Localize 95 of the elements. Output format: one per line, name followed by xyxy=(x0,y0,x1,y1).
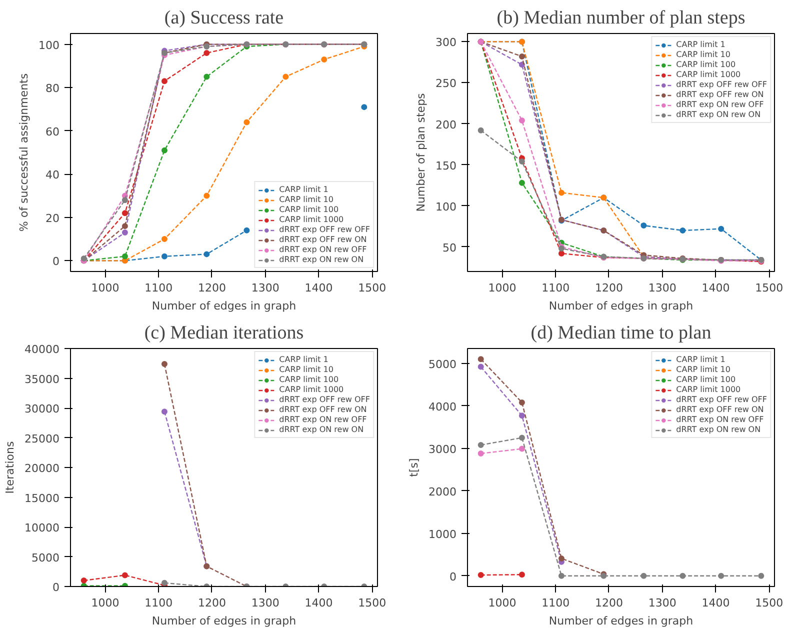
chart-title: (a) Success rate xyxy=(164,8,284,28)
x-tick-label: 1400 xyxy=(304,282,333,294)
y-axis-title: Iterations xyxy=(4,441,17,494)
legend-label: dRRT exp OFF rew OFF xyxy=(279,225,370,234)
y-tick-label: 100 xyxy=(38,38,60,52)
x-axis-title: Number of edges in graph xyxy=(152,614,296,628)
y-tick-label: 100 xyxy=(436,200,457,214)
x-tick-label: 1400 xyxy=(702,596,730,610)
y-axis-title: Number of plan steps xyxy=(414,92,428,212)
x-tick-label: 1000 xyxy=(488,596,516,610)
chart-title: (c) Median iterations xyxy=(144,322,304,344)
x-axis-title: Number of edges in graph xyxy=(152,300,296,312)
legend-label: dRRT exp ON rew OFF xyxy=(279,415,367,424)
x-tick-label: 1000 xyxy=(91,596,120,610)
x-tick-label: 1500 xyxy=(358,596,386,610)
chart-title: (b) Median number of plan steps xyxy=(496,8,746,28)
x-tick-label: 1100 xyxy=(144,282,173,294)
legend-label: dRRT exp ON rew ON xyxy=(676,110,761,119)
x-tick-label: 1500 xyxy=(755,282,784,294)
y-tick-label: 200 xyxy=(436,118,457,132)
x-axis-title: Number of edges in graph xyxy=(548,300,694,312)
legend-label: dRRT exp OFF rew OFF xyxy=(676,395,767,404)
y-tick-label: 30000 xyxy=(24,402,60,416)
x-tick-label: 1300 xyxy=(251,596,280,610)
x-tick-label: 1400 xyxy=(304,596,333,610)
legend-label: CARP limit 1 xyxy=(676,40,726,49)
x-tick-label: 1200 xyxy=(198,282,226,294)
x-axis-title: Number of edges in graph xyxy=(548,614,694,628)
x-tick-label: 1000 xyxy=(91,282,120,294)
x-tick-label: 1100 xyxy=(542,282,570,294)
legend-label: CARP limit 10 xyxy=(279,195,334,204)
y-axis-title: t[s] xyxy=(408,458,421,477)
legend-label: CARP limit 1 xyxy=(676,355,726,364)
legend-label: CARP limit 1000 xyxy=(279,215,344,224)
y-tick-label: 0 xyxy=(450,570,456,584)
y-tick-label: 80 xyxy=(46,82,60,96)
y-axis-title: % of successful assignments xyxy=(18,73,31,232)
x-tick-label: 1000 xyxy=(488,282,516,294)
y-tick-label: 0 xyxy=(52,255,60,268)
legend-label: CARP limit 100 xyxy=(676,375,736,384)
legend-label: dRRT exp ON rew ON xyxy=(279,425,364,434)
y-tick-label: 1000 xyxy=(428,528,457,541)
legend-label: dRRT exp ON rew ON xyxy=(279,255,364,264)
y-tick-label: 35000 xyxy=(24,372,60,386)
y-tick-label: 250 xyxy=(436,77,457,90)
x-tick-label: 1200 xyxy=(594,282,623,294)
y-tick-label: 4000 xyxy=(428,400,457,414)
y-tick-label: 50 xyxy=(442,241,457,254)
legend-label: dRRT exp ON rew ON xyxy=(676,425,761,434)
legend-label: CARP limit 1000 xyxy=(676,385,741,394)
legend-label: CARP limit 10 xyxy=(676,50,730,59)
y-tick-label: 20 xyxy=(46,212,60,225)
x-tick-label: 1300 xyxy=(648,596,676,610)
y-tick-label: 5000 xyxy=(32,551,60,564)
legend-label: dRRT exp OFF rew OFF xyxy=(676,80,767,89)
y-tick-label: 3000 xyxy=(428,442,457,456)
legend-label: CARP limit 1 xyxy=(279,355,328,364)
y-tick-label: 10000 xyxy=(24,522,60,534)
x-tick-label: 1100 xyxy=(542,596,570,610)
x-tick-label: 1200 xyxy=(198,596,226,610)
y-tick-label: 150 xyxy=(436,159,457,172)
y-tick-label: 5000 xyxy=(428,358,457,371)
x-tick-label: 1300 xyxy=(648,282,676,294)
x-tick-label: 1300 xyxy=(251,282,280,294)
legend-label: CARP limit 100 xyxy=(279,375,339,384)
legend-label: dRRT exp ON rew OFF xyxy=(676,100,764,109)
legend-label: CARP limit 10 xyxy=(279,365,334,374)
x-tick-label: 1500 xyxy=(358,282,386,294)
legend-label: CARP limit 10 xyxy=(676,365,730,374)
legend-label: dRRT exp OFF rew OFF xyxy=(279,395,370,404)
y-tick-label: 15000 xyxy=(24,492,60,505)
y-tick-label: 25000 xyxy=(24,432,60,446)
x-tick-label: 1100 xyxy=(144,596,173,610)
legend-label: dRRT exp OFF rew ON xyxy=(279,235,367,244)
legend-label: CARP limit 100 xyxy=(279,205,339,214)
y-tick-label: 300 xyxy=(436,36,457,50)
legend-label: CARP limit 1 xyxy=(279,185,328,194)
x-tick-label: 1200 xyxy=(594,596,623,610)
y-tick-label: 0 xyxy=(52,581,60,594)
y-tick-label: 60 xyxy=(46,125,60,138)
y-tick-label: 40000 xyxy=(24,343,60,356)
legend-label: dRRT exp OFF rew ON xyxy=(279,405,367,414)
legend-label: dRRT exp OFF rew ON xyxy=(676,90,764,99)
legend-label: dRRT exp ON rew OFF xyxy=(279,245,367,254)
x-tick-label: 1500 xyxy=(755,596,784,610)
y-tick-label: 2000 xyxy=(428,485,457,498)
legend-label: CARP limit 100 xyxy=(676,60,736,69)
legend-label: dRRT exp ON rew OFF xyxy=(676,415,764,424)
y-tick-label: 40 xyxy=(46,168,60,182)
chart-title: (d) Median time to plan xyxy=(530,322,712,344)
legend-label: CARP limit 1000 xyxy=(676,70,741,79)
x-tick-label: 1400 xyxy=(702,282,730,294)
legend-label: dRRT exp OFF rew ON xyxy=(676,405,764,414)
y-tick-label: 20000 xyxy=(24,462,60,475)
legend-label: CARP limit 1000 xyxy=(279,385,344,394)
